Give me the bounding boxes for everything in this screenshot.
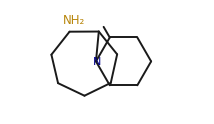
Text: NH₂: NH₂ [63,14,85,27]
Text: N: N [92,57,101,67]
